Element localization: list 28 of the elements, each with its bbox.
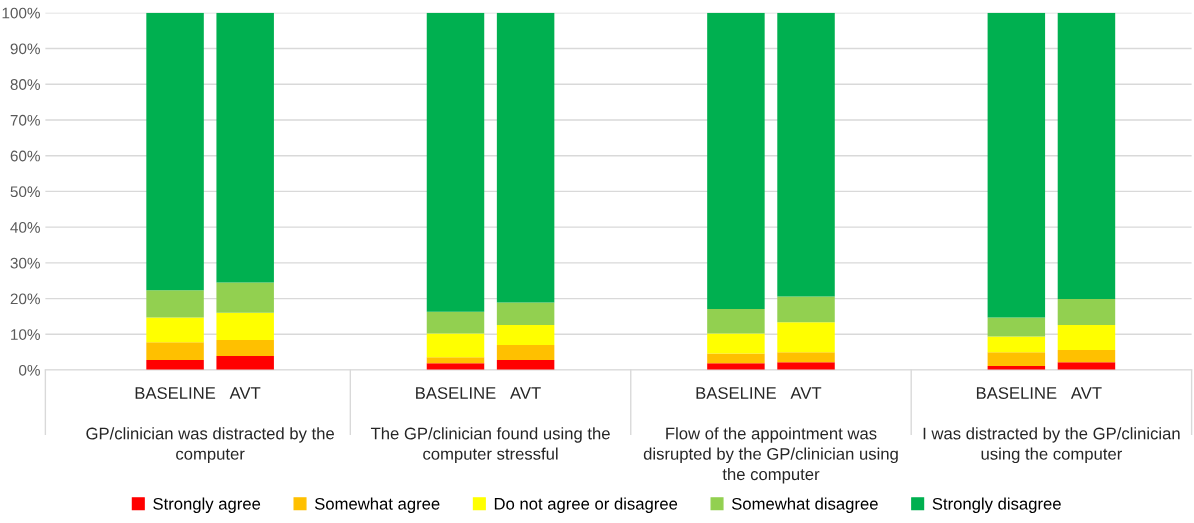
text: I was distracted by the GP/clinician using the computer [923, 427, 1180, 464]
y-tick-label: 30% [10, 257, 40, 269]
y-tick-label: 50% [10, 186, 40, 198]
y-tick-label: 80% [10, 79, 40, 90]
legend-label: Somewhat disagree [731, 497, 878, 513]
x-tick-label: BASELINE [696, 387, 776, 399]
y-tick-label: 70% [10, 114, 40, 126]
x-tick-label: AVT [229, 387, 261, 399]
x-tick-label: BASELINE [135, 387, 216, 399]
y-tick-label: 40% [10, 222, 40, 233]
y-tick-label: 60% [10, 150, 40, 162]
y-tick-label: 0% [19, 364, 40, 376]
y-tick-label: 20% [10, 293, 40, 305]
x-tick-label: BASELINE [976, 387, 1057, 399]
x-tick-label: AVT [1070, 387, 1102, 399]
x-tick-label: BASELINE [416, 387, 496, 399]
y-tick-label: 10% [11, 329, 40, 340]
legend-label: Strongly agree [153, 497, 261, 513]
x-tick-label: AVT [510, 387, 541, 399]
text: GP/clinician was distracted by the computer [86, 427, 334, 464]
text: Flow of the appointment was disrupted by the GP/clinician using the computer [643, 427, 898, 484]
y-tick-label: 100% [2, 7, 40, 19]
y-tick-label: 90% [10, 43, 40, 55]
legend-label: Strongly disagree [932, 497, 1061, 513]
legend-label: Do not agree or disagree [494, 497, 678, 513]
legend-label: Somewhat agree [314, 497, 440, 513]
text: The GP/clinician found using the computer stressful [370, 427, 610, 464]
x-tick-label: AVT [790, 387, 822, 399]
